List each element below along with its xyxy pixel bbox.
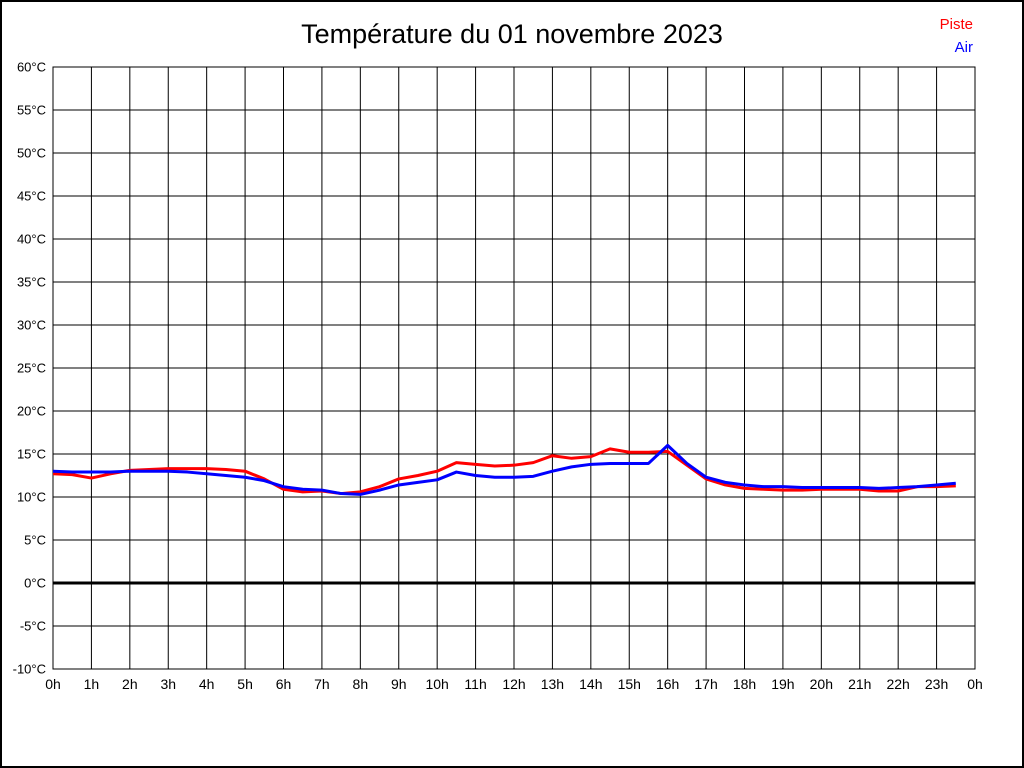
series-air-line <box>52 443 956 496</box>
x-tick-label: 22h <box>886 676 909 692</box>
y-tick-label: 40°C <box>17 232 46 247</box>
x-tick-label: 3h <box>160 676 176 692</box>
y-tick-label: 10°C <box>17 490 46 505</box>
x-tick-label: 16h <box>656 676 679 692</box>
x-tick-label: 19h <box>771 676 794 692</box>
x-tick-label: 10h <box>425 676 448 692</box>
y-tick-label: 0°C <box>24 576 46 591</box>
y-tick-label: 45°C <box>17 189 46 204</box>
x-tick-label: 8h <box>353 676 369 692</box>
x-tick-label: 0h <box>45 676 61 692</box>
x-tick-label: 2h <box>122 676 138 692</box>
x-tick-label: 21h <box>848 676 871 692</box>
y-tick-label: -5°C <box>20 619 46 634</box>
x-tick-label: 20h <box>810 676 833 692</box>
x-tick-label: 7h <box>314 676 330 692</box>
y-tick-label: -10°C <box>13 662 46 677</box>
y-tick-label: 35°C <box>17 275 46 290</box>
x-tick-label: 23h <box>925 676 948 692</box>
x-tick-label: 18h <box>733 676 756 692</box>
y-tick-label: 50°C <box>17 146 46 161</box>
y-tick-label: 55°C <box>17 103 46 118</box>
y-tick-label: 25°C <box>17 361 46 376</box>
chart-legend: Piste Air <box>940 13 973 59</box>
x-tick-label: 4h <box>199 676 215 692</box>
y-tick-label: 5°C <box>24 533 46 548</box>
x-tick-label: 5h <box>237 676 253 692</box>
plot-border <box>52 66 976 670</box>
y-tick-label: 30°C <box>17 318 46 333</box>
y-tick-label: 60°C <box>17 60 46 75</box>
x-tick-label: 1h <box>84 676 100 692</box>
x-tick-label: 14h <box>579 676 602 692</box>
x-tick-label: 13h <box>541 676 564 692</box>
y-tick-label: 15°C <box>17 447 46 462</box>
x-tick-label: 6h <box>276 676 292 692</box>
x-tick-label: 12h <box>502 676 525 692</box>
legend-item-air: Air <box>954 39 973 56</box>
x-tick-label: 15h <box>618 676 641 692</box>
x-tick-label: 11h <box>464 676 486 692</box>
chart-title: Température du 01 novembre 2023 <box>301 19 723 49</box>
x-tick-label: 9h <box>391 676 407 692</box>
x-tick-label: 17h <box>694 676 717 692</box>
legend-item-piste: Piste <box>939 16 973 33</box>
series-piste-line <box>52 447 956 496</box>
x-tick-label: 0h <box>967 676 983 692</box>
y-tick-label: 20°C <box>17 404 46 419</box>
